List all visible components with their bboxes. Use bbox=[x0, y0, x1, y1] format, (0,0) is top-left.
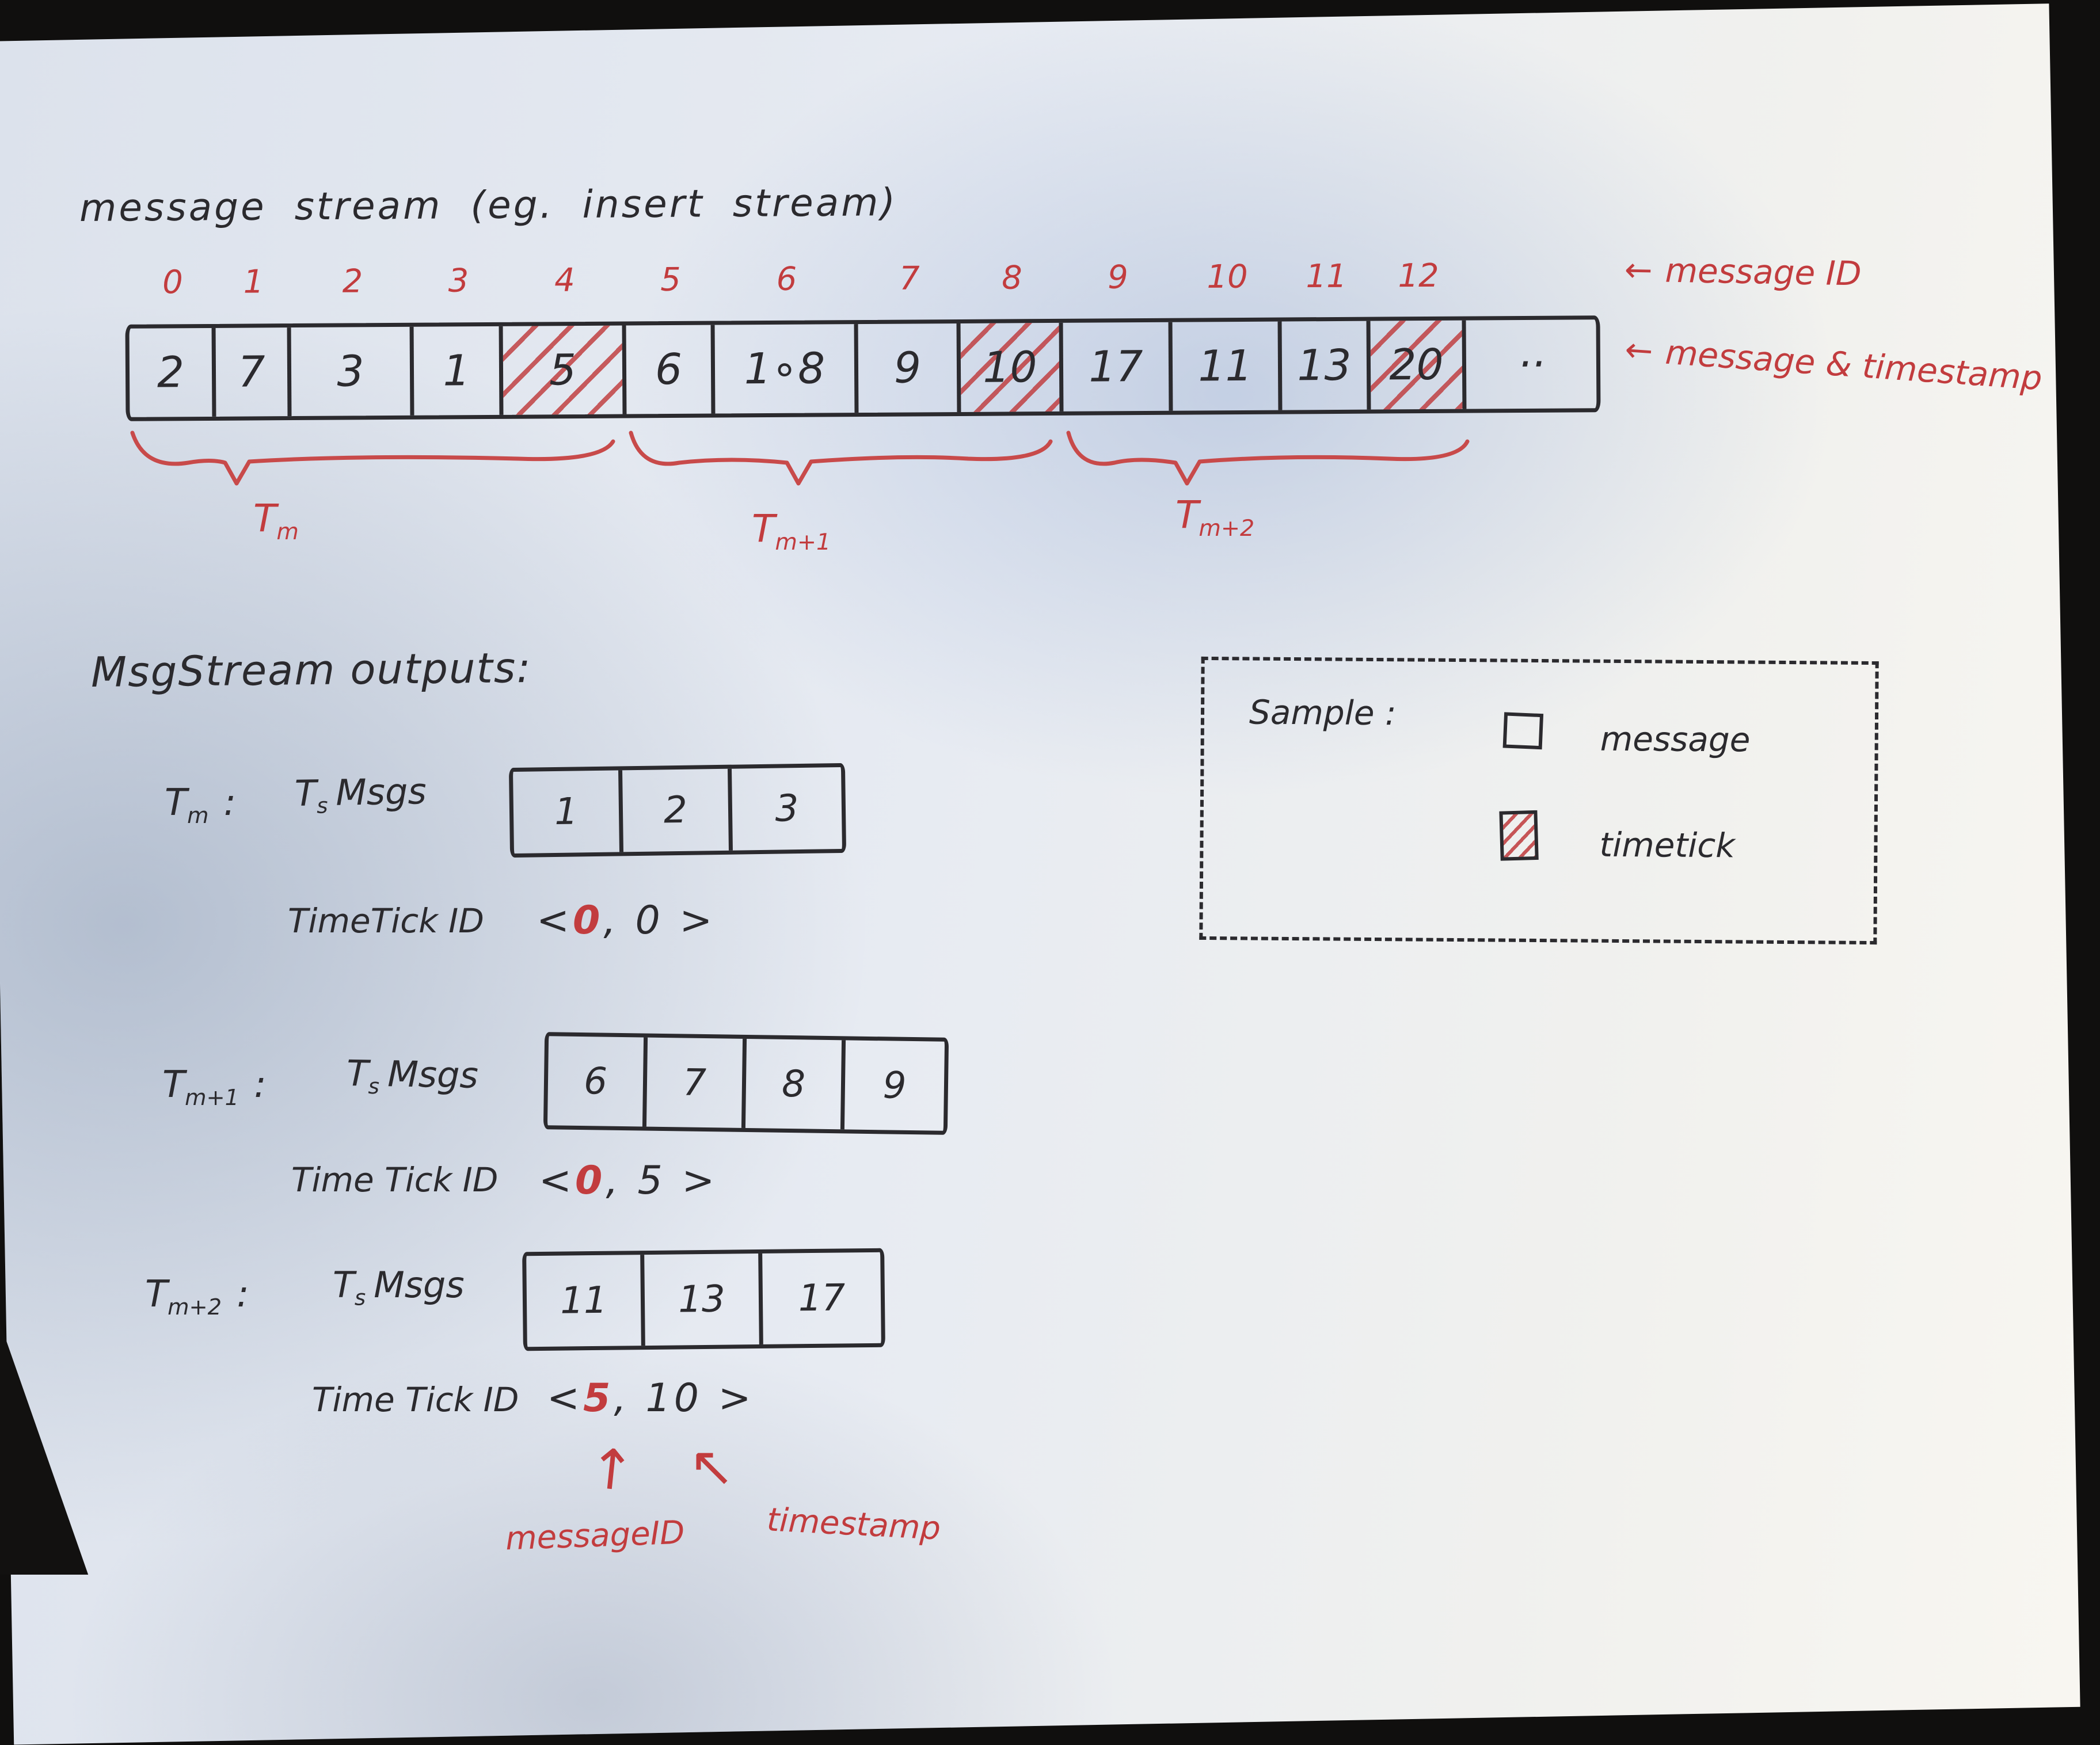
stream-cell: 7 bbox=[215, 327, 292, 417]
legend-title: Sample : bbox=[1249, 692, 1397, 733]
timetick-label-tm1: Time Tick ID bbox=[291, 1160, 499, 1199]
stream-cell-value: 1 bbox=[443, 346, 470, 396]
row-label-tm2: Tm+2: bbox=[145, 1273, 249, 1320]
output-cell: 6 bbox=[547, 1036, 648, 1127]
stream-index: 12 bbox=[1398, 257, 1439, 295]
stream-cell-value: 9 bbox=[893, 343, 922, 393]
stream-index: 10 bbox=[1207, 258, 1248, 296]
stream-cell: 6 bbox=[626, 325, 716, 414]
brace-tm bbox=[130, 430, 615, 486]
stream-cell-value: 3 bbox=[337, 346, 364, 397]
stream-cell: 17 bbox=[1063, 322, 1173, 412]
stream-cell: 1∘8 bbox=[714, 324, 859, 414]
timetick-label-tm: TimeTick ID bbox=[288, 901, 484, 940]
brace-label-tm: Tm bbox=[253, 496, 299, 546]
timetick-value-tm: <0, 0 > bbox=[537, 898, 716, 943]
stream-index: 6 bbox=[776, 260, 797, 298]
ts-msgs-label-tm2: Ts Msgs bbox=[333, 1264, 465, 1310]
stream-cell-value: 20 bbox=[1389, 340, 1444, 390]
stream-index-row: 0 1 2 3 4 5 6 7 8 9 10 11 12 bbox=[130, 256, 1604, 302]
stream-index: 4 bbox=[554, 261, 575, 299]
annotation-message-id: messageID bbox=[504, 1514, 686, 1558]
stream-cell-value: 11 bbox=[1198, 341, 1253, 391]
timetick-swatch-icon bbox=[1499, 810, 1539, 861]
message-id-part: 0 bbox=[575, 1158, 606, 1203]
arrow-label-message-id: ← message ID bbox=[1624, 250, 1862, 294]
stream-cell-ellipsis: ·· bbox=[1466, 319, 1597, 409]
stream-cell: 9 bbox=[858, 323, 961, 413]
output-cell: 8 bbox=[745, 1039, 846, 1130]
stream-index: 1 bbox=[243, 263, 264, 301]
message-swatch-icon bbox=[1502, 712, 1544, 750]
output-cell: 11 bbox=[526, 1255, 645, 1347]
ts-msgs-box-tm: 1 2 3 bbox=[508, 763, 847, 858]
brace-tm2 bbox=[1066, 430, 1470, 486]
brace-label-tm1: Tm+1 bbox=[752, 506, 831, 556]
stream-cell: 11 bbox=[1172, 321, 1283, 411]
left-arrow-icon: ← bbox=[1623, 329, 1654, 371]
row-label-tm1: Tm+1: bbox=[162, 1064, 267, 1111]
timetick-label-tm2: Time Tick ID bbox=[312, 1380, 519, 1419]
stream-cell-value: 2 bbox=[157, 348, 185, 398]
up-left-arrow-icon: ↖ bbox=[688, 1434, 735, 1499]
page-title: message stream (eg. insert stream) bbox=[79, 180, 898, 230]
output-cell: 1 bbox=[513, 770, 624, 854]
stream-index: 8 bbox=[1001, 259, 1022, 297]
stream-index: 11 bbox=[1306, 257, 1347, 296]
stream-index: 3 bbox=[448, 262, 469, 300]
timetick-value-tm2: <5, 10 > bbox=[547, 1376, 755, 1421]
stream-cell-value: 13 bbox=[1297, 340, 1352, 391]
stream-cell-value: 7 bbox=[238, 347, 265, 397]
notes-content: message stream (eg. insert stream) 0 1 2… bbox=[79, 180, 2044, 1558]
output-cell: 9 bbox=[882, 1064, 907, 1107]
message-id-part: 5 bbox=[583, 1376, 614, 1421]
stream-cell-timetick: 20 bbox=[1370, 320, 1467, 410]
message-stream-box: 2 7 3 1 5 6 1∘8 9 10 17 11 13 20 ·· bbox=[125, 315, 1601, 421]
ts-msgs-label-tm1: Ts Msgs bbox=[346, 1052, 479, 1099]
legend-box: Sample : message timetick bbox=[1199, 656, 1879, 945]
output-cell: 3 bbox=[775, 787, 799, 830]
left-arrow-icon: ← bbox=[1624, 250, 1653, 290]
stream-cell: 2 bbox=[129, 327, 216, 417]
output-cell: 17 bbox=[798, 1277, 846, 1320]
stream-cell: 13 bbox=[1281, 321, 1371, 410]
annotation-timestamp: timestamp bbox=[766, 1501, 942, 1548]
ts-msgs-box-tm2: 11 13 17 bbox=[522, 1248, 885, 1351]
stream-cell-value: 10 bbox=[983, 342, 1037, 393]
stream-index: 2 bbox=[342, 262, 363, 300]
stream-cell-timetick: 5 bbox=[503, 325, 627, 415]
stream-cell-value: 6 bbox=[655, 344, 683, 395]
brace-label-tm2: Tm+2 bbox=[1175, 493, 1255, 542]
message-id-part: 0 bbox=[572, 898, 604, 943]
ts-msgs-label-tm: Ts Msgs bbox=[294, 770, 427, 818]
stream-index: 9 bbox=[1107, 258, 1128, 296]
row-label-tm: Tm: bbox=[165, 782, 237, 829]
outputs-heading: MsgStream outputs: bbox=[90, 643, 532, 697]
stream-index: 7 bbox=[899, 260, 920, 298]
stream-cell-value: 1∘8 bbox=[744, 344, 825, 394]
stream-cell: 1 bbox=[413, 326, 504, 416]
stream-cell-value: 17 bbox=[1089, 342, 1143, 392]
stream-cell-timetick: 10 bbox=[960, 322, 1064, 412]
stream-cell-value: ·· bbox=[1517, 339, 1545, 390]
stream-cell-value: 5 bbox=[549, 345, 577, 395]
timetick-value-tm1: <0, 5 > bbox=[539, 1158, 718, 1203]
output-cell: 2 bbox=[622, 768, 733, 852]
stream-index: 5 bbox=[660, 261, 681, 299]
brace-tm1 bbox=[629, 430, 1053, 486]
stream-index: 0 bbox=[162, 264, 183, 302]
arrow-label-message-timestamp: ← message & timestamp bbox=[1623, 329, 2044, 398]
ts-msgs-box-tm1: 6 7 8 9 bbox=[543, 1032, 949, 1135]
output-cell: 7 bbox=[646, 1037, 747, 1128]
up-arrow-icon: ↑ bbox=[585, 1435, 638, 1504]
legend-timetick-label: timetick bbox=[1599, 825, 1736, 866]
legend-message-label: message bbox=[1600, 719, 1751, 760]
output-cell: 13 bbox=[644, 1253, 763, 1346]
stream-cell: 3 bbox=[291, 326, 414, 417]
